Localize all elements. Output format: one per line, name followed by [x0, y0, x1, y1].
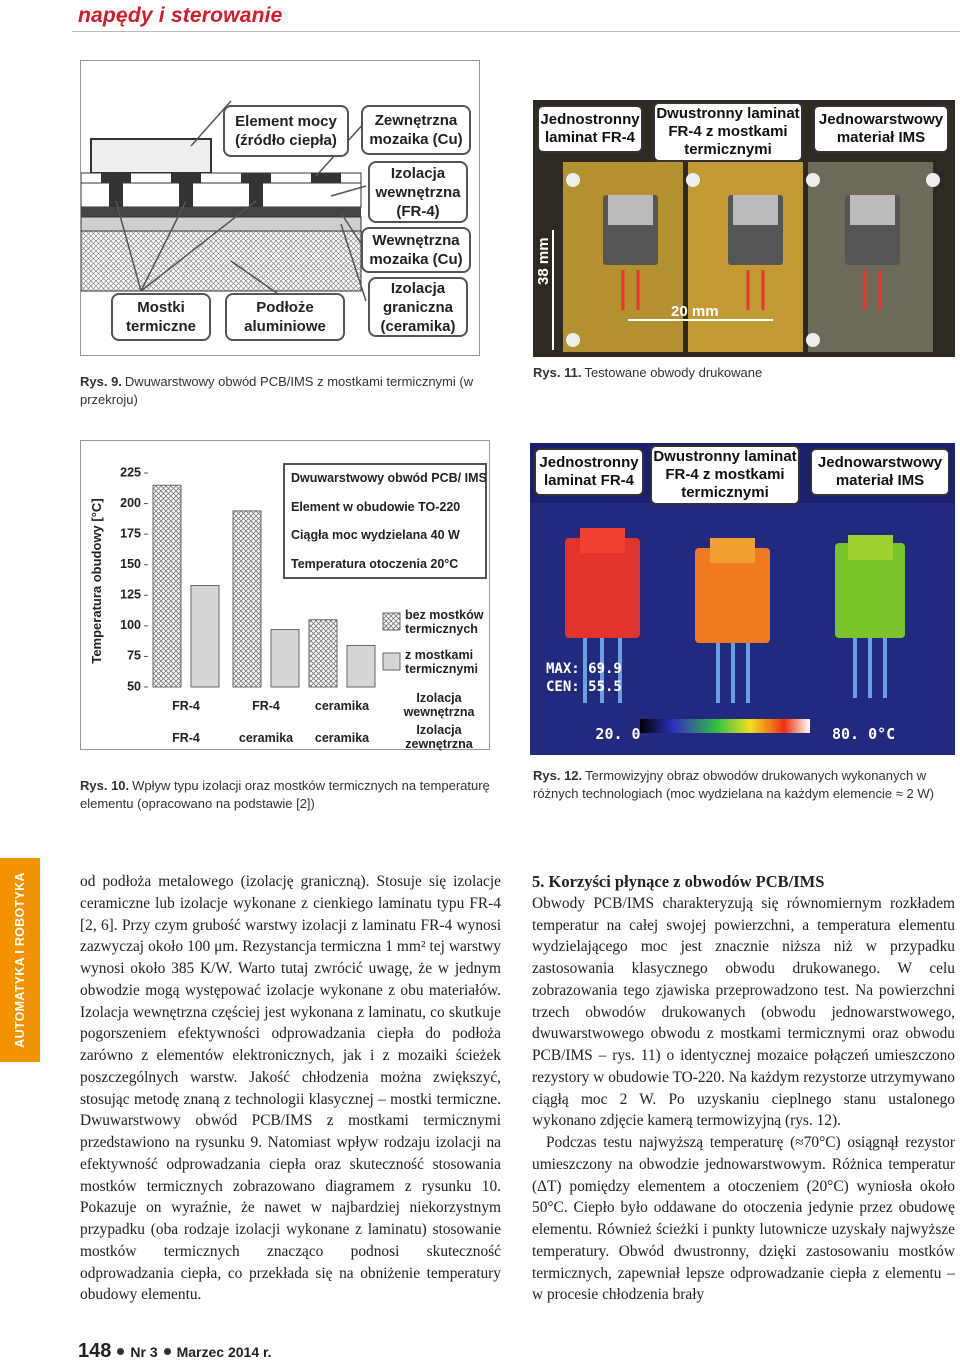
section-header: napędy i sterowanie: [78, 4, 283, 27]
category-label: FR-4: [172, 699, 200, 713]
y-tick-label: 50: [127, 679, 141, 693]
y-tick-label: 225: [120, 465, 141, 479]
photo-label: Jednowarstwowy materiał IMS: [813, 105, 949, 153]
cross-section: [81, 100, 367, 302]
caption-label: Rys. 9.: [80, 374, 122, 389]
caption-text: Dwuwarstwowy obwód PCB/IMS z mostkami te…: [80, 374, 474, 407]
info-line: Element w obudowie TO-220: [291, 499, 461, 514]
caption-text: Testowane obwody drukowane: [584, 365, 763, 380]
photo-label: Dwustronny laminat FR-4 z mostkami termi…: [650, 445, 800, 505]
caption-text: Termowizyjny obraz obwodów drukowanych w…: [533, 768, 934, 801]
figure-11-photo: Jednostronny laminat FR-4 Dwustronny lam…: [533, 100, 955, 357]
scale-min: 20. 0: [595, 725, 641, 743]
scale-max: 80. 0°C: [832, 725, 896, 743]
y-tick-label: 200: [120, 496, 141, 510]
separator: [117, 1348, 125, 1355]
category-label: FR-4: [252, 699, 280, 713]
caption-text: Wpływ typu izolacji oraz mostków termicz…: [80, 778, 490, 811]
header-rule: [72, 31, 960, 32]
left-column: od podłoża metalowego (izolację graniczn…: [80, 871, 501, 1306]
photo-label: Dwustronny laminat FR-4 z mostkami termi…: [653, 102, 803, 162]
cen-readout: CEN: 55.5: [546, 679, 622, 695]
bar: [346, 644, 376, 688]
issue: Nr 3: [130, 1343, 158, 1360]
footer: 148 Nr 3 Marzec 2014 r.: [78, 1340, 272, 1363]
paragraph: Podczas testu najwyższą temperaturę (≈70…: [532, 1134, 955, 1304]
label-outer-cu: Zewnętrzna mozaika (Cu): [361, 105, 471, 155]
date: Marzec 2014 r.: [176, 1343, 272, 1360]
label-bridges: Mostki termiczne: [111, 293, 211, 341]
sidebar: AUTOMATYKA I ROBOTYKA: [0, 858, 40, 1062]
figure-9: Element mocy (źródło ciepła) Zewnętrzna …: [80, 60, 480, 356]
bar: [270, 629, 300, 688]
legend-label: z mostkami termicznymi: [405, 648, 478, 676]
colorbar: [640, 719, 810, 733]
height-label: 38 mm: [535, 237, 552, 285]
category-row-name: Izolacja zewnętrzna: [405, 723, 473, 751]
separator: [163, 1348, 171, 1355]
category-label: FR-4: [172, 731, 200, 745]
info-line: Ciągła moc wydzielana 40 W: [291, 528, 460, 543]
label-substrate: Podłoże aluminiowe: [225, 293, 345, 341]
y-tick-label: 125: [120, 588, 141, 602]
figure-10-chart: 50 75 100 125 150 175 200 225 Temperatura obudo…: [80, 440, 490, 751]
figure-12-photo: Jednostronny laminat FR-4 Dwustronny lam…: [530, 443, 955, 755]
aluminium-substrate: [81, 230, 362, 292]
label-inner-iso: Izolacja wewnętrzna (FR-4): [368, 161, 468, 223]
label-element: Element mocy (źródło ciepła): [223, 105, 349, 157]
category-row-name: Izolacja wewnętrzna: [403, 691, 475, 719]
bar: [152, 484, 182, 688]
boards: [552, 162, 940, 352]
bar: [190, 585, 220, 688]
caption-11: Rys. 11. Testowane obwody drukowane: [533, 364, 953, 382]
label-inner-cu: Wewnętrzna mozaika (Cu): [361, 227, 471, 273]
caption-10: Rys. 10. Wpływ typu izolacji oraz mostków…: [80, 777, 490, 813]
category-label: ceramika: [314, 731, 370, 745]
bar: [232, 510, 262, 688]
bar: [308, 619, 338, 688]
caption-label: Rys. 10.: [80, 778, 130, 793]
y-tick-label: 75: [127, 649, 141, 663]
component: [90, 138, 212, 174]
chart-marks: 50 75 100 125 150 175 200 225: [120, 465, 401, 693]
width-label: 20 mm: [671, 303, 719, 320]
paragraph: od podłoża metalowego (izolację graniczn…: [80, 873, 501, 1304]
section-heading: 5. Korzyści płynące z obwodów PCB/IMS: [532, 872, 825, 891]
thermal: [530, 503, 955, 755]
caption-label: Rys. 11.: [533, 365, 582, 380]
category-label: ceramika: [314, 699, 370, 713]
page-number: 148: [78, 1340, 112, 1362]
paragraph: Obwody PCB/IMS charakteryzują się równom…: [532, 894, 955, 1130]
legend-label: bez mostków termicznych: [405, 608, 484, 636]
caption-label: Rys. 12.: [533, 768, 583, 783]
caption-12: Rys. 12. Termowizyjny obraz obwodów druko…: [533, 767, 958, 803]
legend-swatch: [382, 652, 401, 671]
caption-9: Rys. 9. Dwuwarstwowy obwód PCB/IMS z most…: [80, 373, 480, 409]
y-tick-label: 100: [120, 618, 141, 632]
label-border-iso: Izolacja graniczna (ceramika): [368, 277, 468, 337]
photo-label: Jednowarstwowy materiał IMS: [810, 448, 950, 496]
y-axis-label: Temperatura obudowy [°C]: [89, 498, 104, 664]
right-column: 5. Korzyści płynące z obwodów PCB/IMS Ob…: [532, 871, 955, 1306]
photo-label: Jednostronny laminat FR-4: [534, 448, 644, 496]
photo-label: Jednostronny laminat FR-4: [537, 105, 643, 153]
sidebar-label: AUTOMATYKA I ROBOTYKA: [13, 872, 27, 1048]
category-label: ceramika: [238, 731, 294, 745]
y-tick-label: 150: [120, 557, 141, 571]
info-line: Dwuwarstwowy obwód PCB/ IMS: [291, 471, 487, 485]
inner-copper: [81, 207, 361, 217]
y-tick-label: 175: [120, 526, 141, 540]
max-readout: MAX: 69.9: [546, 661, 622, 677]
legend-swatch: [382, 612, 401, 631]
info-box: Dwuwarstwowy obwód PCB/ IMS Element w obu…: [283, 463, 487, 579]
info-line: Temperatura otoczenia 20°C: [291, 556, 459, 571]
inner-isolation: [81, 182, 362, 208]
